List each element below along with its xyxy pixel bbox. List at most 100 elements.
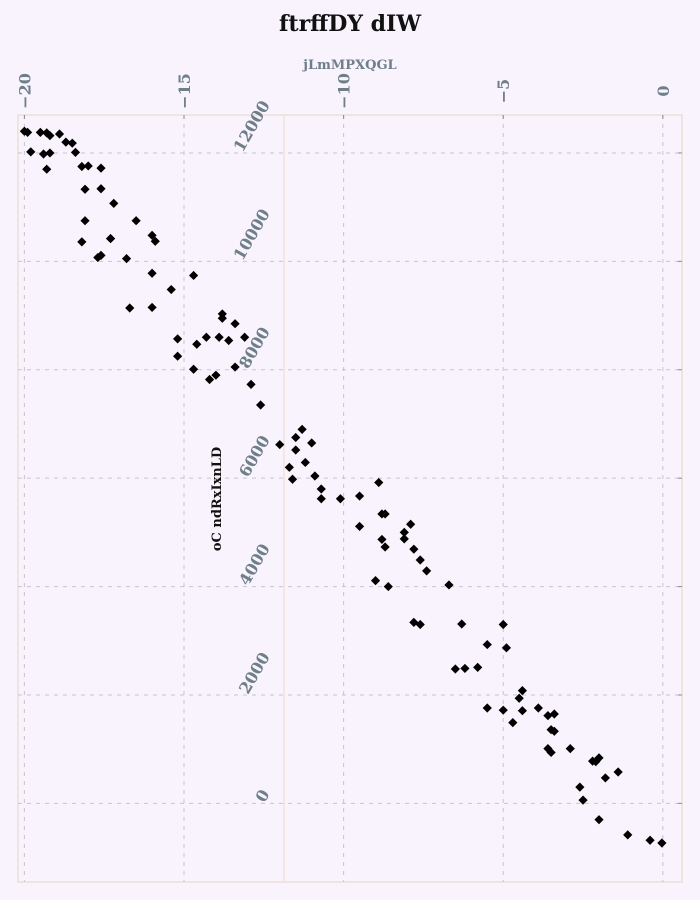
data-point	[533, 703, 543, 713]
data-point	[96, 184, 106, 194]
data-point	[594, 753, 604, 763]
data-point	[498, 705, 508, 715]
data-point	[211, 370, 221, 380]
data-point	[307, 438, 317, 448]
data-point	[217, 313, 227, 323]
data-point	[380, 509, 390, 519]
data-point	[38, 149, 49, 159]
data-point	[224, 335, 234, 346]
data-point	[188, 364, 199, 374]
data-point	[61, 137, 71, 147]
chart-title: ftrffDY dIW	[279, 11, 421, 37]
data-point	[297, 424, 307, 434]
data-point	[406, 519, 416, 529]
data-point	[240, 332, 250, 342]
data-point	[246, 379, 256, 389]
data-point	[543, 710, 553, 721]
data-point	[335, 494, 346, 504]
data-point	[291, 445, 301, 455]
y-axis-label: oC ndRxIxnLD	[210, 447, 225, 551]
data-point	[460, 663, 470, 674]
data-point	[600, 773, 610, 783]
data-point	[121, 254, 132, 264]
data-point	[83, 161, 93, 171]
data-point	[517, 686, 527, 696]
x-tick-label: 0	[654, 85, 673, 96]
data-point	[501, 643, 512, 653]
y-tick-label: 4000	[235, 541, 274, 589]
y-tick-label: 12000	[230, 97, 274, 155]
data-point	[214, 332, 224, 342]
y-tick-label: 0	[252, 786, 274, 805]
y-tick-label: 10000	[230, 206, 274, 264]
x-tick-label: −10	[335, 73, 354, 109]
data-point	[173, 351, 183, 361]
data-point	[256, 400, 266, 410]
data-point	[645, 835, 655, 845]
data-point	[354, 521, 365, 532]
data-point	[514, 693, 524, 703]
data-point	[473, 662, 483, 672]
data-point	[284, 462, 294, 472]
data-point	[22, 127, 33, 137]
data-point	[80, 216, 90, 226]
data-point	[482, 703, 492, 713]
data-point	[291, 432, 301, 443]
y-tick-label: 8000	[235, 324, 274, 372]
x-tick-label: −15	[175, 73, 194, 109]
data-point	[415, 555, 425, 565]
data-point	[230, 362, 240, 372]
data-point	[96, 250, 106, 260]
data-point	[45, 148, 55, 158]
y-tick-label: 6000	[235, 432, 274, 480]
data-point	[125, 303, 135, 313]
data-point	[508, 718, 518, 728]
plot-frame	[17, 114, 683, 883]
x-axis-label: jLmMPXQGL	[302, 58, 396, 73]
x-tick-label: −5	[494, 79, 513, 104]
data-point	[657, 838, 667, 848]
data-point	[444, 580, 454, 590]
y-tick-label: 2000	[235, 649, 274, 697]
data-point	[150, 236, 160, 246]
data-point	[188, 270, 199, 281]
y-axis-label-group: oC ndRxIxnLD	[210, 447, 225, 551]
data-point	[310, 471, 320, 481]
data-point	[517, 706, 527, 716]
plot-area: −20 −15 −10 −5 0 0 2000 4000 6000 8000 10000 12000	[15, 73, 683, 883]
data-point	[70, 147, 81, 158]
data-point	[613, 767, 623, 777]
data-point	[54, 129, 65, 139]
data-point	[77, 237, 87, 247]
data-point	[67, 138, 77, 148]
data-point	[93, 252, 103, 263]
data-point	[287, 474, 298, 484]
data-point	[300, 457, 310, 468]
data-point	[201, 332, 211, 342]
data-point	[565, 744, 575, 754]
data-point	[109, 198, 119, 208]
data-point	[204, 374, 215, 385]
data-point	[275, 439, 285, 450]
data-point	[399, 527, 409, 537]
data-point	[166, 284, 176, 295]
data-point	[549, 726, 559, 736]
data-point	[80, 184, 90, 194]
data-point	[450, 664, 460, 674]
data-point	[546, 725, 556, 735]
data-point	[457, 619, 467, 629]
data-point	[131, 216, 141, 226]
data-point	[147, 302, 157, 313]
data-point	[42, 164, 52, 174]
data-point	[77, 161, 87, 172]
data-point	[422, 566, 432, 576]
data-point	[147, 268, 157, 278]
data-point	[26, 147, 36, 157]
data-point	[543, 744, 553, 754]
data-point	[575, 782, 585, 792]
data-point	[45, 130, 55, 141]
data-point	[415, 619, 425, 630]
data-point	[96, 163, 106, 173]
data-point	[173, 334, 183, 344]
